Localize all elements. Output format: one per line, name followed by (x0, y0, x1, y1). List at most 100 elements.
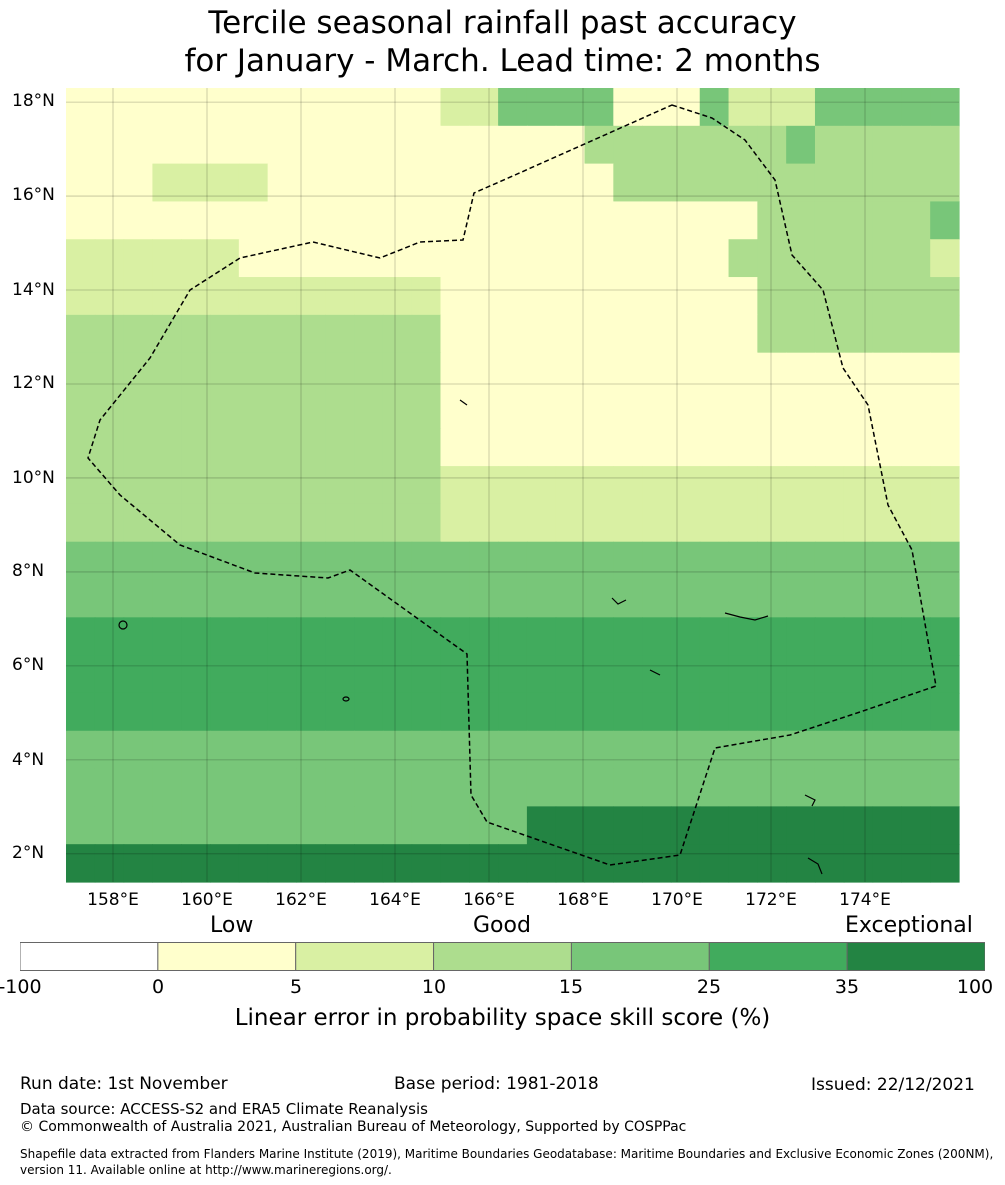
skill-cell (930, 125, 960, 165)
skill-cell (872, 806, 902, 845)
skill-cell (670, 844, 701, 883)
skill-cell (786, 541, 816, 581)
skill-cell (66, 390, 96, 429)
skill-cell (210, 201, 240, 240)
lat-label: 8°N (12, 561, 45, 581)
skill-cell (210, 390, 240, 429)
skill-cell (354, 428, 384, 467)
skill-cell (94, 768, 125, 807)
skill-cell (584, 239, 614, 278)
skill-cell (728, 428, 758, 467)
skill-cell (613, 806, 643, 845)
skill-cell (181, 503, 211, 543)
island-outline (118, 620, 128, 630)
skill-cell (469, 314, 499, 354)
skill-cell (498, 541, 528, 581)
skill-cell (670, 655, 701, 694)
skill-cell (325, 579, 355, 618)
skill-cell (843, 655, 874, 694)
skill-cell (757, 692, 787, 732)
skill-cell (843, 352, 874, 392)
skill-cell (584, 390, 614, 429)
island-outline (649, 669, 661, 676)
skill-cell (555, 88, 586, 127)
skill-cell (930, 579, 960, 618)
skill-cell (267, 390, 298, 429)
skill-cell (757, 88, 787, 127)
skill-cell (152, 466, 182, 505)
skill-cell (411, 730, 442, 770)
skill-cell (411, 579, 442, 618)
base-period: Base period: 1981-2018 (394, 1074, 599, 1094)
skill-cell (670, 125, 701, 165)
island-outline (611, 597, 627, 605)
skill-cell (296, 466, 326, 505)
skill-cell (814, 466, 845, 505)
skill-cell (670, 806, 701, 845)
skill-cell (238, 730, 269, 770)
skill-cell (555, 352, 586, 392)
skill-cell (440, 428, 470, 467)
island-outline (724, 612, 769, 621)
skill-cell (930, 428, 960, 467)
skill-cell (325, 428, 355, 467)
skill-cell (757, 125, 787, 165)
skill-cell (66, 503, 96, 543)
skill-cell (325, 617, 355, 656)
skill-cell (613, 768, 643, 807)
skill-cell (670, 692, 701, 732)
skill-cell (411, 503, 442, 543)
skill-cell (152, 239, 182, 278)
skill-cell (296, 390, 326, 429)
skill-cell (901, 541, 931, 581)
skill-cell (613, 844, 643, 883)
skill-cell (498, 806, 528, 845)
skill-cell (786, 239, 816, 278)
skill-cell (210, 125, 240, 165)
skill-cell (325, 466, 355, 505)
skill-cell (440, 541, 470, 581)
skill-cell (642, 201, 672, 240)
skill-cell (670, 730, 701, 770)
skill-cell (267, 466, 298, 505)
skill-cell (555, 201, 586, 240)
skill-cell (757, 163, 787, 203)
skill-cell (526, 428, 557, 467)
skill-cell (555, 390, 586, 429)
skill-cell (872, 314, 902, 354)
colorbar-segment (433, 942, 572, 971)
skill-cell (930, 617, 960, 656)
skill-cell (699, 88, 730, 127)
skill-cell (613, 277, 643, 316)
skill-cell (901, 390, 931, 429)
skill-cell (526, 163, 557, 203)
skill-cell (872, 579, 902, 618)
skill-cell (152, 768, 182, 807)
skill-cell (814, 806, 845, 845)
skill-cell (526, 844, 557, 883)
skill-cell (814, 428, 845, 467)
skill-cell (901, 730, 931, 770)
shapefile-credit-line-2: version 11. Available online at http://w… (20, 1163, 392, 1177)
skill-cell (642, 617, 672, 656)
skill-cell (642, 428, 672, 467)
skill-cell (296, 617, 326, 656)
skill-cell (411, 617, 442, 656)
skill-cell (267, 617, 298, 656)
skill-cell (699, 239, 730, 278)
island-outline (804, 794, 816, 807)
skill-cell (901, 314, 931, 354)
skill-cell (670, 617, 701, 656)
skill-cell (267, 163, 298, 203)
skill-cell (555, 579, 586, 618)
skill-cell (123, 844, 154, 883)
skill-cell (296, 163, 326, 203)
skill-cell (94, 277, 125, 316)
skill-score-map (66, 88, 960, 883)
colorbar-tick: 35 (834, 976, 860, 998)
skill-cell (267, 806, 298, 845)
skill-cell (843, 806, 874, 845)
skill-cell (498, 617, 528, 656)
skill-cell (814, 314, 845, 354)
skill-cell (728, 277, 758, 316)
